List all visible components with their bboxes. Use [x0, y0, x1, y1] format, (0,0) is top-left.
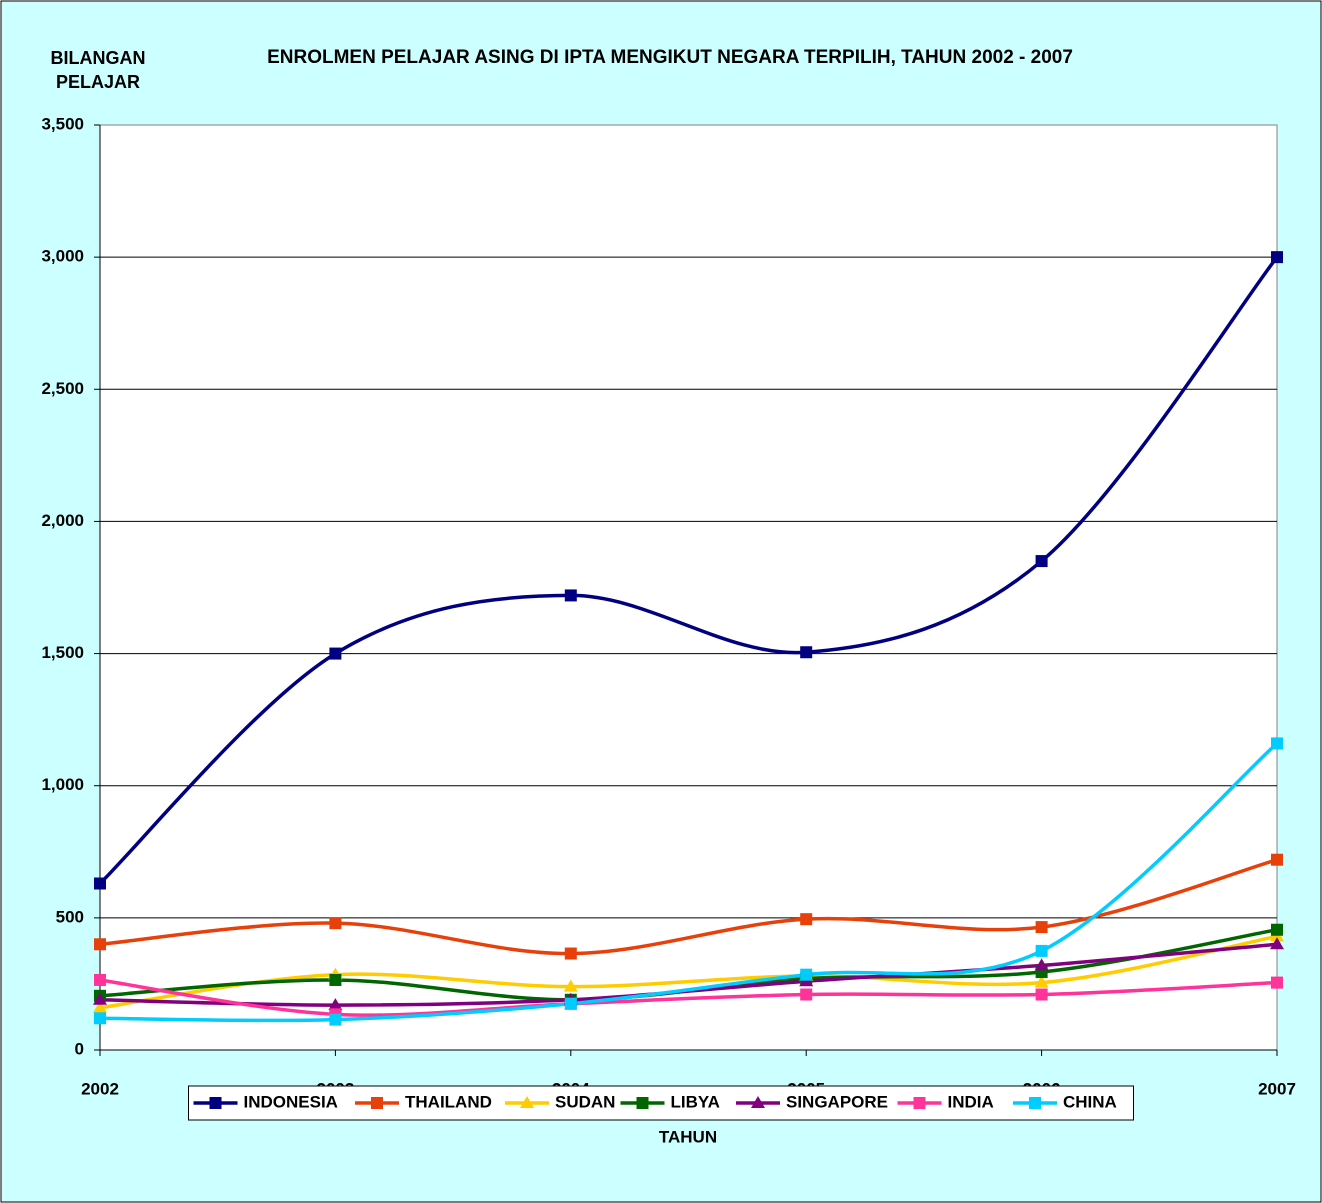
- legend-label: INDIA: [948, 1092, 994, 1111]
- legend-label: CHINA: [1063, 1092, 1117, 1111]
- marker: [800, 988, 813, 1001]
- marker: [209, 1097, 222, 1109]
- marker: [1035, 921, 1048, 934]
- legend-label: SUDAN: [555, 1092, 615, 1111]
- x-axis-label: TAHUN: [659, 1127, 717, 1146]
- marker: [564, 947, 577, 960]
- legend-label: SINGAPORE: [786, 1092, 888, 1111]
- series-line: [98, 256, 1279, 885]
- y-tick-label: 3,000: [41, 247, 84, 266]
- marker: [913, 1097, 926, 1109]
- chart-title: ENROLMEN PELAJAR ASING DI IPTA MENGIKUT …: [267, 47, 1073, 68]
- marker: [1029, 1097, 1041, 1109]
- marker: [329, 1013, 342, 1026]
- marker: [94, 1012, 106, 1025]
- marker: [93, 1000, 107, 1013]
- marker: [1270, 937, 1284, 950]
- marker: [94, 973, 106, 986]
- marker: [329, 917, 342, 930]
- marker: [800, 646, 813, 659]
- marker: [1035, 988, 1048, 1001]
- x-tick-label: 2007: [1258, 1079, 1296, 1098]
- marker: [1034, 958, 1049, 971]
- marker: [1271, 251, 1283, 264]
- marker: [329, 647, 342, 660]
- marker: [1271, 976, 1283, 989]
- marker: [800, 968, 813, 981]
- marker: [1035, 555, 1048, 568]
- y-tick-label: 2,000: [41, 511, 84, 530]
- marker: [1271, 923, 1283, 936]
- legend-label: THAILAND: [405, 1092, 492, 1111]
- y-tick-label: 1,500: [41, 643, 84, 662]
- legend-label: LIBYA: [671, 1092, 720, 1111]
- marker: [1271, 737, 1283, 750]
- marker: [564, 997, 577, 1010]
- marker: [1271, 853, 1283, 866]
- y-tick-label: 500: [56, 907, 84, 926]
- marker: [800, 913, 813, 926]
- series-line: [99, 978, 1278, 1017]
- marker: [563, 979, 578, 992]
- marker: [1035, 944, 1048, 957]
- legend-label: INDONESIA: [244, 1092, 338, 1111]
- marker: [94, 938, 106, 951]
- marker: [328, 998, 343, 1011]
- series-line: [99, 934, 1278, 1010]
- plot-area: [99, 124, 1278, 1051]
- marker: [564, 589, 577, 602]
- marker: [520, 1096, 534, 1108]
- series-line: [99, 858, 1278, 956]
- marker: [636, 1097, 649, 1109]
- y-axis-label: BILANGAN PELAJAR: [50, 48, 146, 92]
- y-tick-label: 0: [75, 1039, 84, 1058]
- series-line: [99, 742, 1279, 1023]
- marker: [329, 973, 342, 986]
- y-tick-label: 2,500: [41, 379, 84, 398]
- marker: [751, 1096, 765, 1108]
- y-tick-label: 3,500: [41, 114, 84, 133]
- x-tick-label: 2002: [81, 1079, 119, 1098]
- marker: [1034, 975, 1049, 988]
- marker: [93, 992, 107, 1005]
- marker: [371, 1097, 383, 1109]
- y-tick-label: 1,000: [41, 775, 84, 794]
- marker: [94, 877, 106, 890]
